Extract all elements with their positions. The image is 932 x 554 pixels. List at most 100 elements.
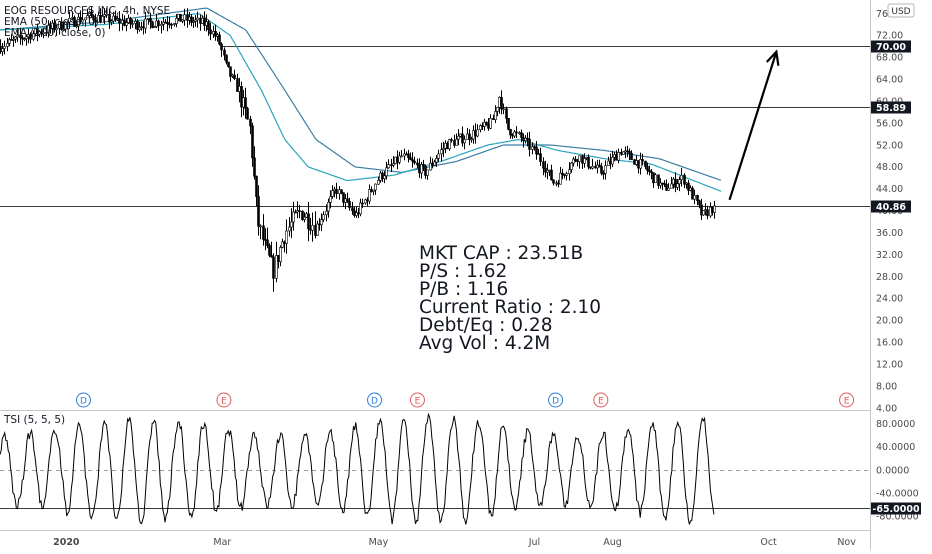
candle-body — [513, 131, 516, 137]
candle-body — [129, 17, 132, 25]
candle-body — [225, 54, 228, 63]
price-axis-tick: 20.00 — [876, 316, 903, 327]
candle-body — [420, 164, 423, 174]
candle-body — [227, 61, 230, 67]
earnings-marker[interactable] — [216, 392, 232, 408]
candle-body — [329, 196, 332, 203]
candle-body — [683, 174, 686, 185]
candle-body — [665, 184, 668, 191]
time-axis-tick: May — [369, 537, 389, 548]
candle-body — [244, 97, 247, 109]
event-marker-label: E — [598, 397, 604, 407]
candle-body — [10, 39, 13, 41]
candle-body — [528, 138, 531, 150]
candle-body — [678, 179, 681, 184]
candle-body — [654, 174, 657, 184]
candle-body — [502, 108, 505, 110]
candle-body — [147, 17, 150, 20]
price-axis-tick: 48.00 — [876, 162, 903, 173]
candle-body — [383, 175, 386, 180]
earnings-marker[interactable] — [409, 392, 425, 408]
event-marker-label: E — [221, 397, 227, 407]
tsi-axis-tick: -80.0000 — [876, 512, 919, 523]
candle-body — [411, 159, 414, 162]
candle-body — [246, 108, 249, 120]
symbol-legend: EOG RESOURCES INC, 4h, NYSE — [4, 5, 170, 17]
price-axis-tick: 52.00 — [876, 140, 903, 151]
candle-body — [190, 16, 193, 23]
event-marker-label: D — [371, 397, 378, 407]
candle-body — [218, 34, 221, 45]
candle-body — [648, 170, 651, 173]
currency-badge[interactable] — [887, 3, 915, 18]
candle-body — [101, 16, 104, 23]
candle-body — [288, 226, 291, 232]
candle-body — [220, 43, 223, 51]
candle-body — [550, 169, 553, 181]
candle-body — [578, 155, 581, 162]
candle-body — [32, 33, 35, 40]
dividend-marker[interactable] — [75, 392, 91, 408]
candle-body — [463, 139, 466, 144]
candle-body — [433, 161, 436, 166]
candle-body — [351, 207, 354, 212]
time-axis-tick: Aug — [603, 537, 622, 548]
candle-body — [268, 245, 271, 256]
candle-body — [387, 164, 390, 169]
candle-body — [238, 86, 241, 92]
tsi-axis-tick: 80.0000 — [876, 419, 915, 430]
fundamental-average-volume: Avg Vol : 4.2M — [419, 333, 550, 354]
candle-body — [149, 17, 152, 23]
candle-body — [429, 162, 432, 171]
candle-body — [455, 139, 458, 146]
candle-body — [229, 66, 232, 77]
candle-body — [170, 23, 173, 26]
event-marker-label: E — [415, 397, 421, 407]
candle-body — [281, 241, 284, 248]
candle-body — [81, 19, 84, 23]
candle-body — [131, 23, 134, 25]
candle-body — [155, 20, 158, 27]
candle-body — [94, 19, 97, 23]
price-axis-tick: 32.00 — [876, 250, 903, 261]
candle-body — [364, 199, 367, 204]
earnings-marker[interactable] — [839, 392, 855, 408]
candle-body — [311, 225, 314, 231]
candle-body — [509, 129, 512, 136]
candle-body — [535, 146, 538, 155]
candle-body — [515, 131, 518, 134]
candle-body — [73, 17, 76, 27]
earnings-marker[interactable] — [593, 392, 609, 408]
candle-body — [348, 201, 351, 208]
candle-body — [539, 153, 542, 162]
candle-body — [409, 157, 412, 160]
candle-body — [42, 31, 45, 34]
candle-body — [3, 46, 6, 49]
candle-body — [325, 210, 328, 216]
candle-body — [617, 152, 620, 161]
candle-body — [116, 18, 119, 20]
candle-body — [19, 34, 22, 38]
candle-body — [179, 14, 182, 22]
candle-body — [231, 74, 234, 77]
price-axis-tick: 8.00 — [876, 381, 897, 392]
candle-body — [526, 137, 529, 140]
candle-body — [134, 20, 137, 24]
candle-body — [468, 133, 471, 140]
dividend-marker[interactable] — [367, 392, 383, 408]
candle-body — [470, 138, 473, 141]
candle-body — [285, 230, 288, 244]
candle-body — [123, 20, 126, 26]
candle-body — [114, 15, 117, 20]
candle-body — [572, 158, 575, 164]
candle-body — [392, 163, 395, 166]
candle-body — [212, 30, 215, 35]
price-axis-tick: 56.00 — [876, 118, 903, 129]
candle-body — [207, 21, 210, 31]
tsi-axis-tick: -40.0000 — [876, 489, 919, 500]
dividend-marker[interactable] — [548, 392, 564, 408]
candle-body — [340, 189, 343, 193]
candle-body — [377, 180, 380, 185]
projection-arrow-head — [765, 49, 780, 66]
